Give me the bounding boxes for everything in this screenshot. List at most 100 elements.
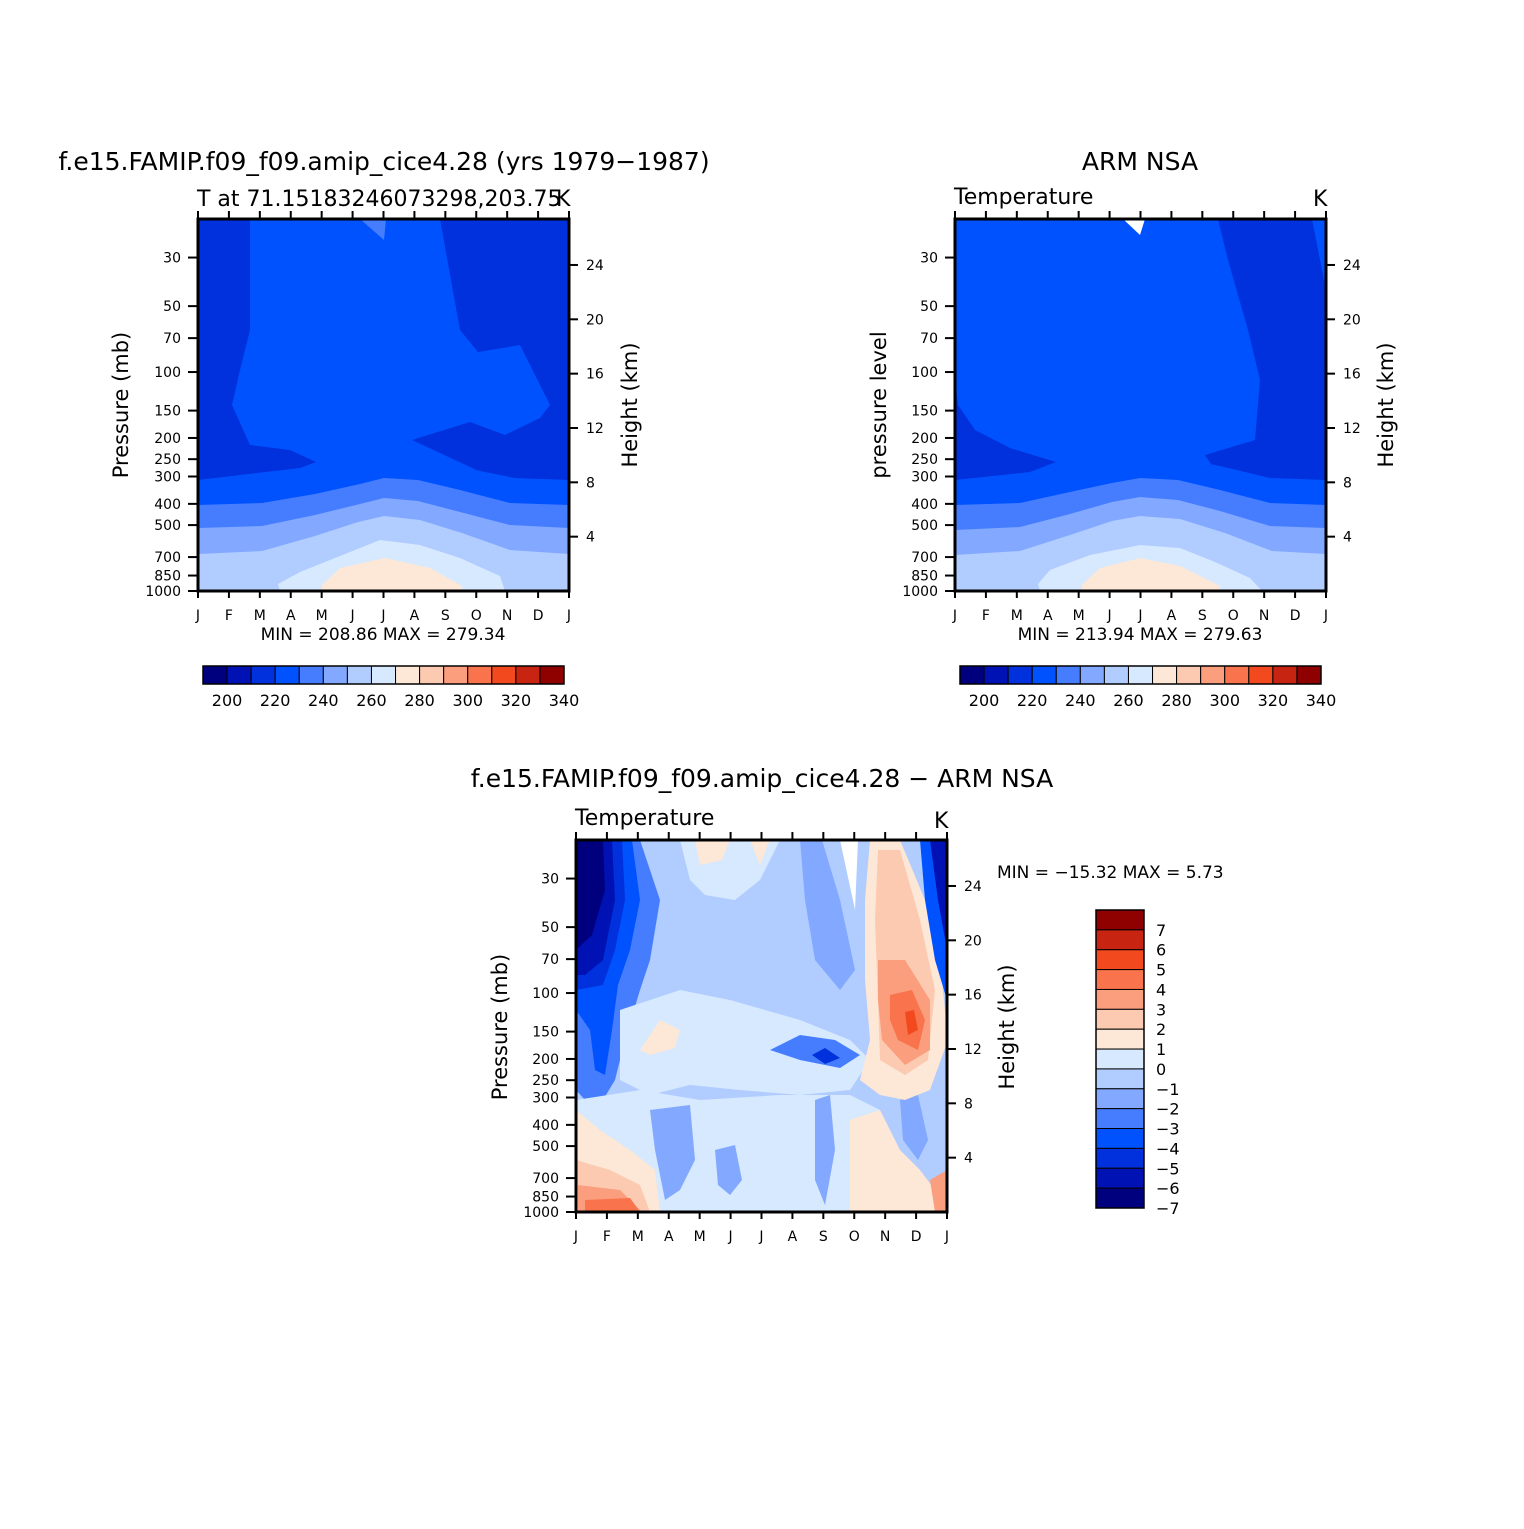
y-tick-label-height: 20: [964, 933, 982, 949]
x-tick-label: S: [441, 608, 450, 624]
panel-model-ylabel-right: Height (km): [618, 342, 642, 467]
contour-band-m2e: [900, 1095, 928, 1160]
colorbar-label: 260: [356, 691, 387, 710]
y-tick-label-pressure: 250: [911, 452, 938, 468]
colorbar-label: −2: [1156, 1100, 1180, 1119]
colorbar-swatch: [1095, 929, 1145, 951]
y-tick-label-pressure: 300: [154, 470, 181, 486]
colorbar-swatch: [1095, 1068, 1145, 1090]
colorbar-swatch: [539, 665, 565, 685]
y-tick-label-pressure: 500: [154, 518, 181, 534]
contour-band-p2c: [930, 1170, 947, 1212]
x-tick-label: N: [502, 608, 512, 624]
colorbar-swatch: [515, 665, 541, 685]
contour-band-m2a: [800, 840, 855, 990]
panel-diff-axes: J F M A M J J A S O N D J 30 50 70 100 150 200 250 300 400 500…: [523, 832, 982, 1245]
y-tick-label-pressure: 700: [154, 550, 181, 566]
contour-missing: [1123, 219, 1145, 235]
colorbar-label: −3: [1156, 1120, 1180, 1139]
colorbar-label: 260: [1113, 691, 1144, 710]
y-tick-label-pressure: 1000: [523, 1205, 559, 1221]
y-tick-label-pressure: 400: [154, 497, 181, 513]
y-tick-label-pressure: 500: [911, 518, 938, 534]
colorbar-frame: [202, 665, 565, 685]
x-tick-label: M: [254, 608, 266, 624]
y-tick-label-pressure: 850: [532, 1190, 559, 1206]
y-tick-label-height: 4: [586, 530, 595, 546]
x-tick-label: M: [316, 608, 328, 624]
panel-diff: f.e15.FAMIP.f09_f09.amip_cice4.28 − ARM …: [471, 764, 1224, 1245]
y-tick-label-pressure: 50: [163, 299, 181, 315]
y-tick-label-pressure: 300: [911, 470, 938, 486]
panel-obs-minmax: MIN = 213.94 MAX = 279.63: [1018, 625, 1263, 645]
y-tick-label-pressure: 100: [532, 986, 559, 1002]
x-tick-label: J: [380, 608, 385, 624]
colorbar-label: 320: [501, 691, 532, 710]
colorbar-swatch: [370, 665, 397, 685]
contour-band-275: [322, 558, 462, 591]
contour-band-p0f: [850, 1110, 947, 1212]
contour-band-m7: [576, 840, 605, 950]
colorbar-swatch: [491, 665, 517, 685]
y-tick-label-pressure: 100: [154, 365, 181, 381]
y-tick-label-pressure: 70: [163, 331, 181, 347]
colorbar-label: 7: [1156, 921, 1166, 940]
y-tick-label-height: 12: [586, 421, 604, 437]
colorbar-swatch: [1095, 1028, 1145, 1050]
x-tick-label: M: [1011, 608, 1023, 624]
y-tick-label-pressure: 150: [911, 404, 938, 420]
colorbar-label: 200: [212, 691, 243, 710]
panel-model-minmax: MIN = 208.86 MAX = 279.34: [261, 625, 506, 645]
colorbar-swatch: [395, 665, 421, 685]
colorbar-swatch: [274, 665, 300, 685]
colorbar-label: 280: [1161, 691, 1192, 710]
panel-obs-ylabel-right: Height (km): [1374, 342, 1398, 467]
colorbar-swatch: [1224, 665, 1250, 685]
y-tick-label-pressure: 30: [541, 872, 559, 888]
colorbar-swatch: [1055, 665, 1081, 685]
y-tick-label-height: 16: [586, 367, 604, 383]
contour-band-m5b: [812, 1048, 840, 1064]
contour-band-p0b: [750, 840, 770, 865]
colorbar-swatch: [1095, 909, 1145, 931]
x-tick-label: J: [758, 1229, 763, 1245]
x-tick-label: M: [632, 1229, 644, 1245]
y-tick-label-height: 16: [964, 988, 982, 1004]
colorbar-swatch: [467, 665, 493, 685]
x-tick-label: F: [225, 608, 233, 624]
colorbar-swatch: [1095, 949, 1145, 971]
contour-band-p4: [905, 1010, 918, 1035]
y-tick-label-pressure: 700: [532, 1171, 559, 1187]
x-tick-label: J: [566, 608, 571, 624]
x-tick-label: A: [1167, 608, 1177, 624]
x-tick-label: J: [573, 1229, 578, 1245]
panel-obs: ARM NSA Temperature K J F M A M J J A S O N D J 30 50 7…: [867, 147, 1398, 710]
panel-obs-subtitle: Temperature: [953, 185, 1093, 210]
colorbar-swatch: [1200, 665, 1226, 685]
colorbar-label: 220: [1017, 691, 1048, 710]
colorbar-label: 240: [308, 691, 339, 710]
colorbar-label: 300: [452, 691, 483, 710]
y-tick-label-height: 20: [1343, 312, 1361, 328]
colorbar-swatch: [322, 665, 348, 685]
y-tick-label-pressure: 70: [541, 952, 559, 968]
x-tick-label: M: [694, 1229, 706, 1245]
y-tick-label-pressure: 400: [532, 1118, 559, 1134]
colorbar-frame: [959, 665, 1322, 685]
colorbar-label: 220: [260, 691, 291, 710]
y-tick-label-pressure: 150: [532, 1025, 559, 1041]
panel-diff-contour-field: [576, 840, 948, 1212]
colorbar-label: 3: [1156, 1000, 1166, 1019]
colorbar-swatch: [1272, 665, 1298, 685]
y-tick-label-height: 4: [1343, 530, 1352, 546]
y-tick-label-height: 24: [586, 258, 604, 274]
contour-band-275: [1082, 558, 1220, 591]
y-tick-label-pressure: 200: [154, 431, 181, 447]
contour-band-m6b: [930, 840, 947, 950]
y-tick-label-pressure: 200: [911, 431, 938, 447]
panel-obs-contour-field: [955, 219, 1326, 591]
colorbar-swatch: [202, 665, 228, 685]
colorbar-swatch: [1176, 665, 1202, 685]
contour-band-m2b: [650, 1105, 695, 1200]
colorbar-swatch: [443, 665, 469, 685]
